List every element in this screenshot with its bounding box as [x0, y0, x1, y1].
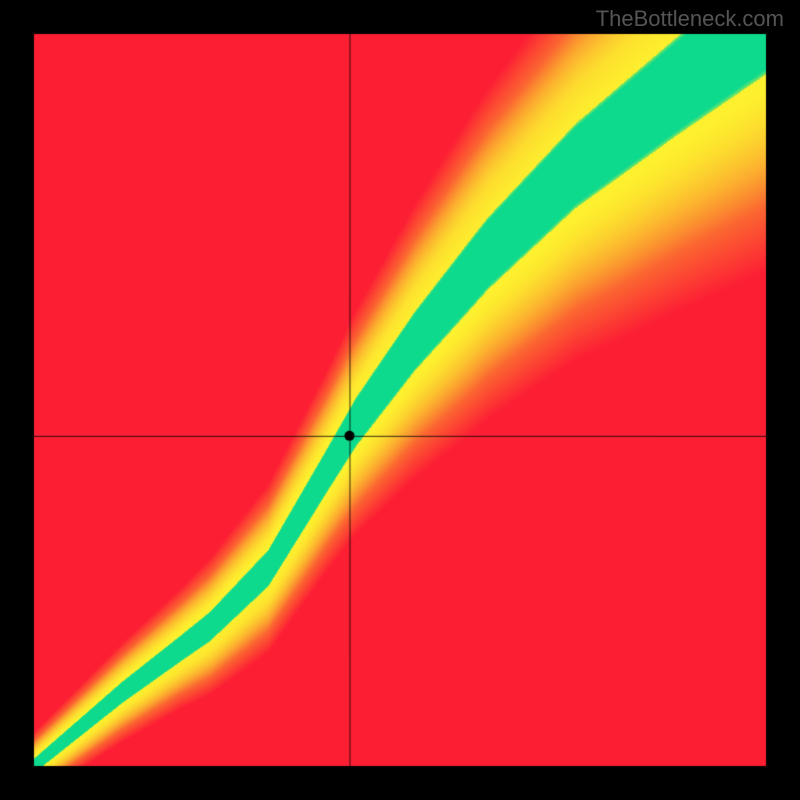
chart-container: TheBottleneck.com	[0, 0, 800, 800]
bottleneck-heatmap	[0, 0, 800, 800]
watermark-text: TheBottleneck.com	[596, 6, 784, 32]
